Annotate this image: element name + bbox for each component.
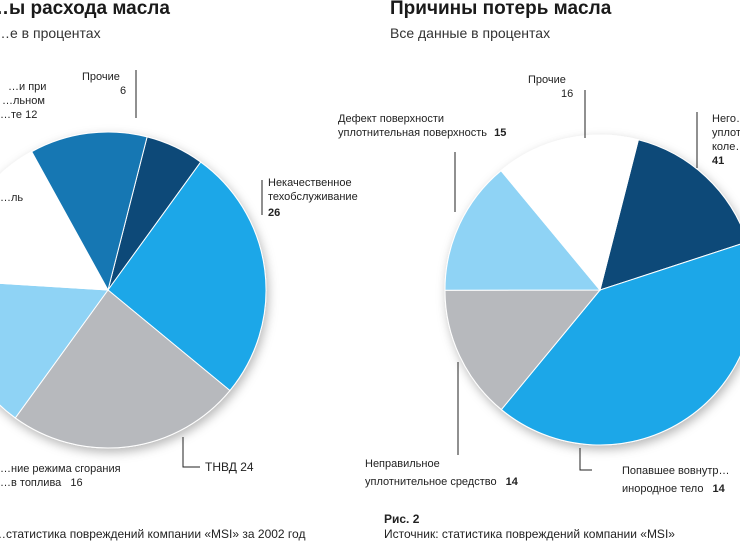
left-label-combustion-value: 16 (70, 477, 83, 489)
left-label-tnvd: ТНВД 24 (205, 460, 254, 474)
right-label-improper-line2: уплотнительное средство 14 (365, 475, 518, 489)
left-chart-subtitle: …е в процентах (0, 25, 101, 41)
left-pie-slice-2 (14, 289, 231, 449)
right-label-defect-line2: уплотнительная поверхность 15 (338, 126, 506, 140)
right-label-defect: Дефект поверхности уплотнительная поверх… (338, 112, 506, 140)
left-label-poor-value: 26 (268, 207, 281, 219)
right-label-foreign-line2-text: инородное тело (622, 483, 704, 495)
left-pie-slice-1 (107, 161, 267, 392)
right-label-foreign-line1: Попавшее вовнутр… (622, 465, 730, 477)
right-label-improper-line2-text: уплотнительное средство (365, 476, 497, 488)
right-chart-title: Причины потерь масла (390, 0, 612, 19)
right-label-other-value: 16 (561, 88, 574, 100)
left-pie-slice-3 (0, 282, 109, 419)
left-label-small: …и при …льном …те 12 (0, 80, 46, 122)
pie-chart-oil-consumption (0, 131, 267, 449)
right-pie-slice-3 (444, 169, 602, 291)
leader-line-left-tnvd (182, 437, 200, 468)
leader-lines (135, 70, 698, 471)
left-label-poor-line2: техобслуживание (268, 191, 358, 203)
figure-number: Рис. 2 (384, 512, 420, 526)
right-label-defect-line1: Дефект поверхности (338, 113, 445, 125)
right-label-defect-line2-text: уплотнительная поверхность (338, 127, 488, 139)
pie-chart-oil-loss (444, 134, 740, 446)
right-label-improper: Неправильное уплотнительное средство 14 (365, 457, 518, 489)
left-label-other-value: 6 (120, 85, 127, 97)
right-label-foreign: Попавшее вовнутр… инородное тело 14 (622, 464, 729, 496)
right-label-foreign-line2: инородное тело 14 (622, 482, 729, 496)
right-label-defect-value: 15 (494, 127, 507, 139)
left-label-other: Прочие 6 (82, 70, 126, 98)
left-label-combustion-line1: …ние режима сгорания (0, 463, 121, 475)
right-label-big-line1: Него… (712, 113, 740, 125)
right-label-foreign-value: 14 (712, 483, 725, 495)
right-label-other: Прочие 16 (528, 73, 573, 101)
right-label-improper-value: 14 (505, 476, 518, 488)
right-label-big-line3: коле… (712, 141, 740, 153)
left-label-combustion-line2-text: …в топлива (0, 477, 62, 489)
left-caption: …статистика повреждений компании «MSI» з… (0, 527, 306, 541)
left-label-small-line3: …те 12 (0, 109, 38, 121)
left-label-poor: Некачественное техобслуживание 26 (268, 176, 358, 220)
right-pie-slice-1 (500, 243, 740, 446)
right-label-big-line2: уплот… (712, 127, 740, 139)
right-pie-slice-0 (599, 139, 740, 291)
right-label-improper-line1: Неправильное (365, 458, 440, 470)
right-label-other-text: Прочие (528, 74, 566, 86)
left-label-white: …ль (0, 192, 24, 204)
right-label-big: Него… уплот… коле… 41 (712, 112, 740, 168)
left-chart-title: …ы расхода масла (0, 0, 170, 19)
right-pie-slice-2 (444, 289, 602, 411)
left-label-other-text: Прочие (82, 71, 120, 83)
left-label-combustion-line2: …в топлива 16 (0, 476, 121, 490)
right-chart-subtitle: Все данные в процентах (390, 25, 551, 41)
left-label-small-line2: …льном (2, 95, 45, 107)
right-pie-slice-4 (500, 134, 639, 292)
left-label-combustion: …ние режима сгорания …в топлива 16 (0, 462, 121, 490)
left-pie-slice-5 (31, 131, 148, 292)
left-label-small-line1: …и при (8, 81, 47, 93)
left-label-poor-line1: Некачественное (268, 177, 352, 189)
right-label-big-value: 41 (712, 155, 725, 167)
right-caption: Источник: статистика повреждений компани… (384, 527, 675, 541)
left-pie-slice-4 (0, 150, 109, 291)
leader-line-right-foreign (579, 448, 592, 471)
